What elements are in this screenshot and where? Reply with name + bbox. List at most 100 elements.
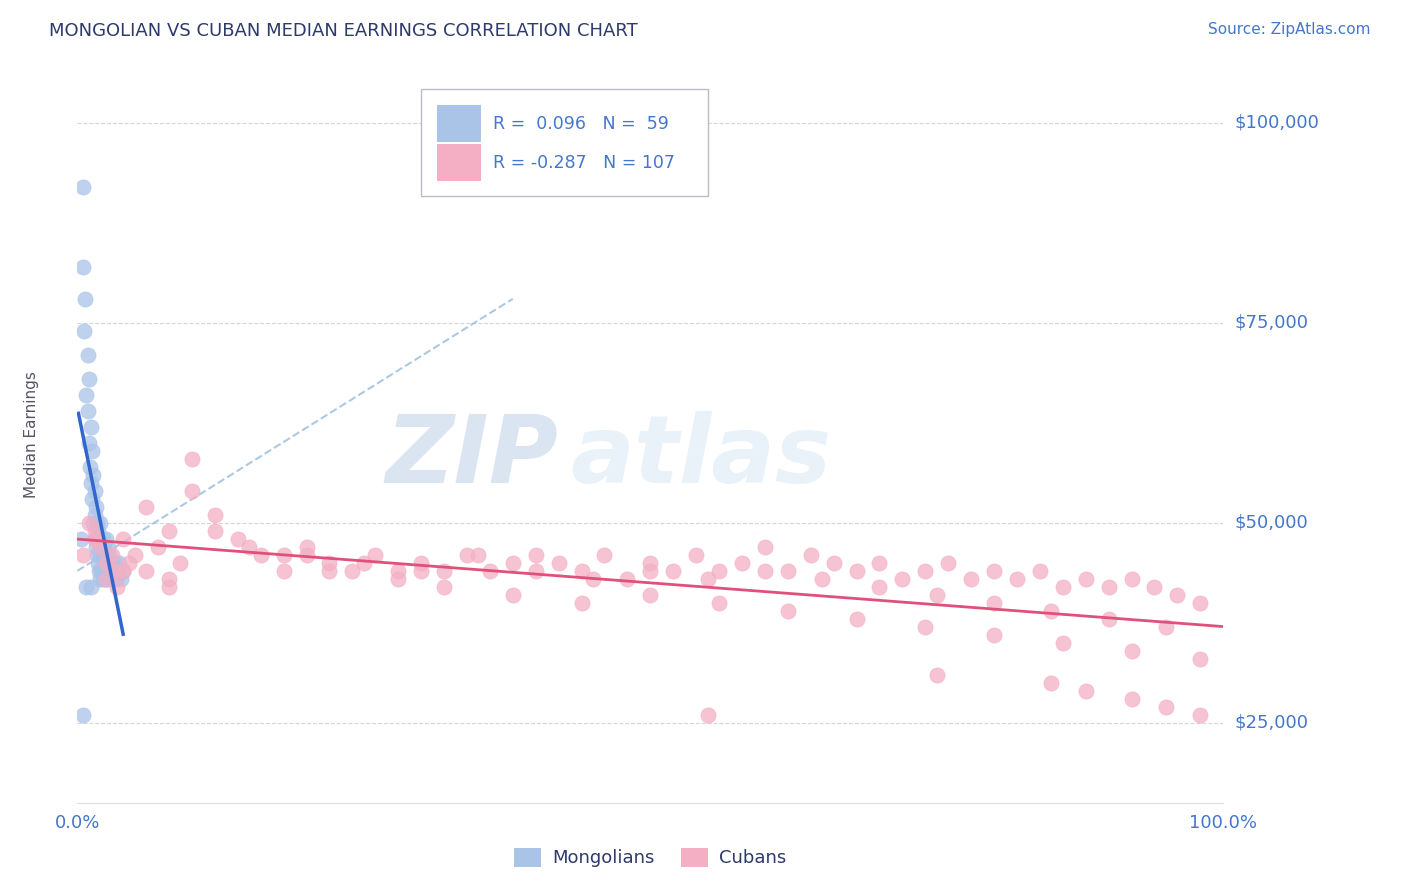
Text: Median Earnings: Median Earnings xyxy=(24,371,39,499)
Point xyxy=(685,548,707,562)
Text: atlas: atlas xyxy=(569,411,831,503)
Text: Source: ZipAtlas.com: Source: ZipAtlas.com xyxy=(1208,22,1371,37)
Point xyxy=(616,572,638,586)
Point xyxy=(76,404,98,418)
Point xyxy=(90,540,112,554)
Point xyxy=(107,564,129,578)
Point xyxy=(571,564,593,578)
Point xyxy=(86,548,108,562)
Point xyxy=(157,572,180,586)
Point xyxy=(696,572,718,586)
Point xyxy=(582,572,605,586)
Point xyxy=(364,548,387,562)
Point xyxy=(249,548,271,562)
Point xyxy=(86,516,108,530)
Point xyxy=(89,516,111,530)
Point xyxy=(112,564,135,578)
Point xyxy=(91,572,114,586)
Point xyxy=(100,556,122,570)
Point xyxy=(97,540,120,554)
Point xyxy=(662,564,685,578)
Point xyxy=(387,572,409,586)
Point xyxy=(82,443,104,458)
Point xyxy=(80,580,103,594)
Point xyxy=(640,588,662,602)
Point xyxy=(640,564,662,578)
Point xyxy=(800,548,823,562)
Point xyxy=(1121,644,1143,658)
Point xyxy=(1189,707,1212,722)
Point xyxy=(103,564,125,578)
Point xyxy=(89,548,111,562)
Point xyxy=(96,572,118,586)
Point xyxy=(1189,652,1212,666)
Point xyxy=(1040,604,1063,618)
Point xyxy=(1029,564,1052,578)
Point xyxy=(869,580,891,594)
Point xyxy=(94,532,117,546)
Point xyxy=(433,564,456,578)
Point xyxy=(72,707,94,722)
Text: ZIP: ZIP xyxy=(385,411,558,503)
Point xyxy=(295,548,318,562)
Point xyxy=(98,548,121,562)
Point xyxy=(146,540,169,554)
Point xyxy=(502,556,524,570)
Point xyxy=(823,556,845,570)
Point xyxy=(96,556,118,570)
Point xyxy=(1074,683,1097,698)
Point xyxy=(754,540,776,554)
Point xyxy=(925,588,948,602)
Point xyxy=(89,540,111,554)
Point xyxy=(87,556,110,570)
Point xyxy=(960,572,983,586)
Text: R = -0.287   N = 107: R = -0.287 N = 107 xyxy=(494,153,675,171)
Point xyxy=(467,548,489,562)
Point xyxy=(76,580,98,594)
Point xyxy=(82,491,104,506)
Point xyxy=(75,292,97,306)
Point xyxy=(983,596,1005,610)
Text: $25,000: $25,000 xyxy=(1234,714,1309,731)
Text: $75,000: $75,000 xyxy=(1234,314,1309,332)
Point xyxy=(1143,580,1166,594)
Point xyxy=(731,556,754,570)
Point xyxy=(87,524,110,538)
Point xyxy=(118,556,141,570)
Point xyxy=(353,556,375,570)
Point xyxy=(84,540,107,554)
Point xyxy=(77,435,100,450)
Point xyxy=(1052,580,1074,594)
Point xyxy=(89,572,111,586)
Point xyxy=(273,564,295,578)
Point xyxy=(100,564,122,578)
Text: $100,000: $100,000 xyxy=(1234,114,1319,132)
Point xyxy=(135,500,157,514)
Point xyxy=(76,388,98,402)
Point xyxy=(387,564,409,578)
Point xyxy=(811,572,834,586)
Point xyxy=(83,532,105,546)
Point xyxy=(238,540,260,554)
Point xyxy=(776,604,799,618)
Point xyxy=(101,572,124,586)
Point xyxy=(524,548,547,562)
Point xyxy=(1166,588,1188,602)
Point xyxy=(72,180,94,194)
Point xyxy=(97,564,120,578)
Point xyxy=(112,532,135,546)
Point xyxy=(891,572,914,586)
Point xyxy=(93,540,115,554)
Point xyxy=(77,372,100,386)
Point xyxy=(83,483,105,498)
Point xyxy=(478,564,501,578)
Point xyxy=(83,508,105,522)
Point xyxy=(226,532,249,546)
FancyBboxPatch shape xyxy=(437,104,481,143)
Point xyxy=(157,580,180,594)
Point xyxy=(411,556,433,570)
Point xyxy=(204,524,226,538)
Point xyxy=(1098,580,1121,594)
Point xyxy=(593,548,616,562)
Point xyxy=(1121,572,1143,586)
